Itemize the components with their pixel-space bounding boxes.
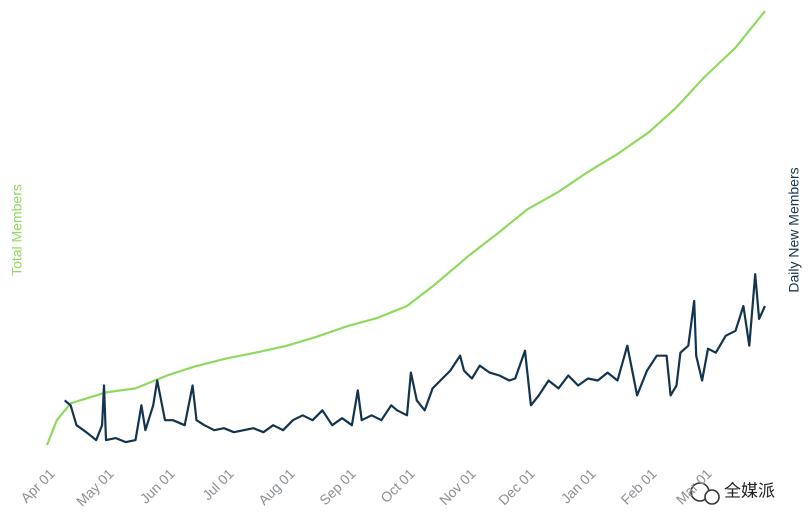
x-tick-label: Jul 01 bbox=[199, 465, 237, 503]
data-line bbox=[45, 10, 766, 446]
x-tick-label: Apr 01 bbox=[17, 465, 58, 506]
x-tick-label: Nov 01 bbox=[436, 465, 479, 508]
watermark-icon bbox=[704, 489, 720, 505]
x-tick-label: Jun 01 bbox=[137, 465, 178, 506]
x-tick-label: Aug 01 bbox=[255, 465, 298, 508]
x-tick-label: Sep 01 bbox=[316, 465, 359, 508]
watermark: 全媒派 bbox=[690, 481, 775, 505]
y2-axis-title: Daily New Members bbox=[786, 167, 802, 292]
y-axis-title: Total Members bbox=[9, 184, 25, 276]
x-tick-label: Jan 01 bbox=[558, 465, 599, 506]
x-tick-label: May 01 bbox=[73, 465, 117, 509]
x-tick-label: Feb 01 bbox=[618, 465, 660, 507]
watermark-text: 全媒派 bbox=[724, 481, 775, 500]
x-tick-label: Dec 01 bbox=[495, 465, 538, 508]
x-tick-label: Oct 01 bbox=[377, 465, 418, 506]
data-line bbox=[63, 273, 767, 444]
